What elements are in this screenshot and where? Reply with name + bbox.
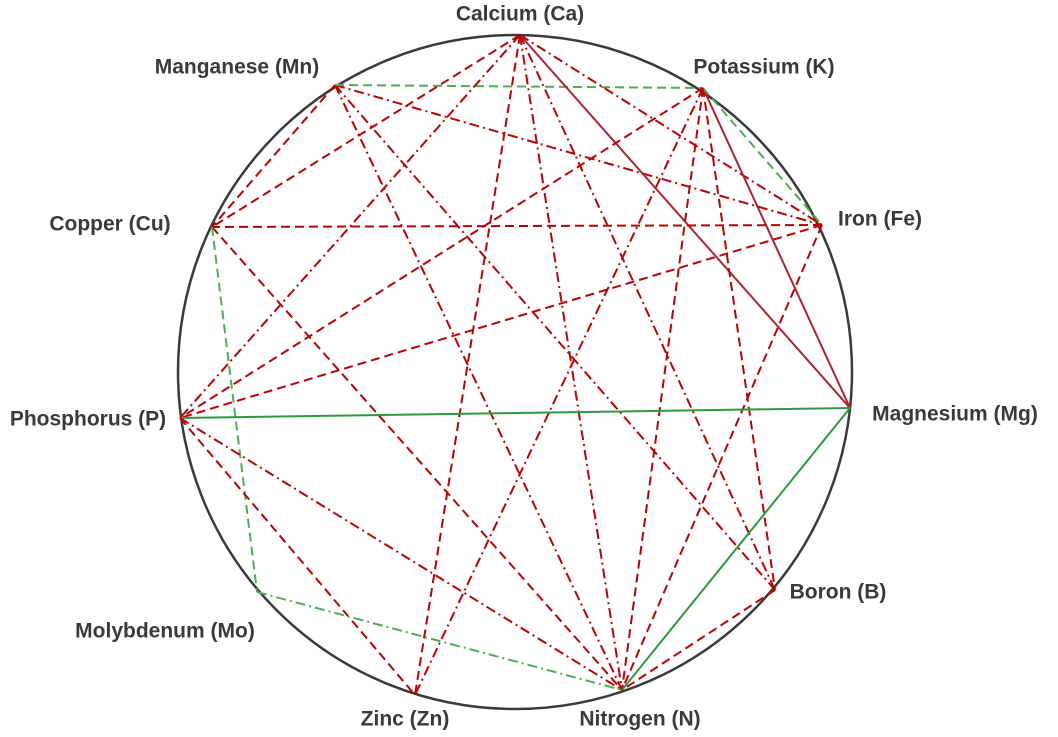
node-label: Magnesium (Mg) — [872, 403, 1038, 426]
interaction-line — [334, 84, 704, 89]
interaction-line — [621, 87, 704, 691]
interaction-line — [334, 84, 623, 691]
labels: Calcium (Ca) Potassium (K) Iron (Fe) Magnes… — [10, 3, 1038, 731]
interaction-line — [621, 589, 776, 691]
interaction-line — [334, 84, 776, 591]
interaction-line — [621, 224, 823, 691]
node-label: Calcium (Ca) — [456, 3, 584, 26]
node-label: Molybdenum (Mo) — [75, 620, 255, 643]
node-label: Nitrogen (N) — [579, 708, 700, 731]
node-label: Boron (B) — [790, 581, 887, 604]
interaction-line — [179, 87, 704, 419]
interaction-line — [621, 407, 851, 691]
node-label: Zinc (Zn) — [361, 708, 450, 731]
interaction-line — [211, 34, 521, 228]
interaction-line — [179, 34, 521, 419]
node-label: Potassium (K) — [693, 56, 834, 79]
interaction-line — [179, 417, 416, 696]
interaction-line — [179, 417, 623, 691]
interaction-line — [702, 87, 776, 591]
edges — [179, 34, 851, 696]
interaction-line — [519, 34, 776, 591]
interaction-line — [211, 226, 623, 691]
interaction-line — [211, 84, 336, 228]
interaction-line — [334, 84, 823, 226]
circle — [176, 33, 854, 711]
node-label: Phosphorus (P) — [10, 408, 166, 431]
interaction-line — [702, 87, 823, 226]
node-label: Iron (Fe) — [838, 208, 922, 231]
interaction-line — [256, 591, 623, 691]
node-label: Copper (Cu) — [49, 213, 170, 236]
interaction-line — [179, 407, 851, 419]
interaction-line — [211, 224, 823, 228]
node-label: Manganese (Mn) — [155, 56, 320, 79]
interaction-line — [211, 226, 258, 593]
interaction-line — [414, 87, 704, 696]
interaction-line — [702, 87, 851, 409]
interaction-line — [179, 224, 823, 419]
